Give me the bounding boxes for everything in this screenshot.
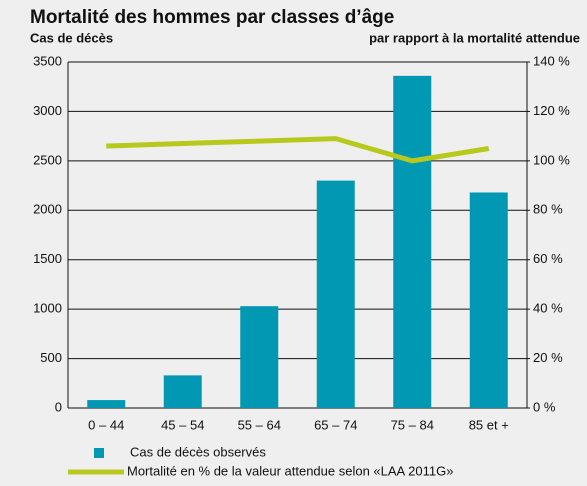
x-tick-label: 55 – 64 [238, 417, 281, 432]
bar [87, 400, 126, 408]
y-tick-label: 500 [40, 350, 62, 365]
y-axis-label: Cas de décès [30, 30, 113, 45]
bar [316, 180, 355, 408]
y-tick-label: 3500 [33, 53, 62, 68]
x-tick-label: 45 – 54 [161, 417, 204, 432]
y-tick-label: 1500 [33, 251, 62, 266]
legend-swatch [94, 448, 104, 458]
y2-tick-label: 40 % [533, 301, 563, 316]
bar [469, 192, 508, 408]
x-tick-label: 85 et + [469, 417, 509, 432]
x-tick-label: 75 – 84 [391, 417, 434, 432]
x-tick-label: 65 – 74 [314, 417, 357, 432]
bar [393, 75, 432, 408]
y2-tick-label: 0 % [533, 399, 556, 414]
y2-tick-label: 120 % [533, 103, 570, 118]
y2-tick-label: 80 % [533, 202, 563, 217]
y2-tick-label: 60 % [533, 251, 563, 266]
line-series [106, 136, 490, 164]
y2-tick-label: 20 % [533, 350, 563, 365]
bar [240, 306, 279, 408]
y-tick-label: 2500 [33, 152, 62, 167]
y-tick-label: 0 [55, 399, 62, 414]
y-tick-label: 1000 [33, 301, 62, 316]
bar [163, 375, 202, 408]
y2-tick-label: 100 % [533, 152, 570, 167]
y2-axis-label: par rapport à la mortalité attendue [369, 30, 580, 45]
y-tick-label: 2000 [33, 202, 62, 217]
legend-label: Mortalité en % de la valeur attendue sel… [127, 463, 453, 478]
y-tick-label: 3000 [33, 103, 62, 118]
y2-tick-label: 140 % [533, 53, 570, 68]
legend-label: Cas de décès observés [130, 444, 266, 459]
x-tick-label: 0 – 44 [88, 417, 124, 432]
chart-title: Mortalité des hommes par classes d’âge [30, 7, 394, 28]
